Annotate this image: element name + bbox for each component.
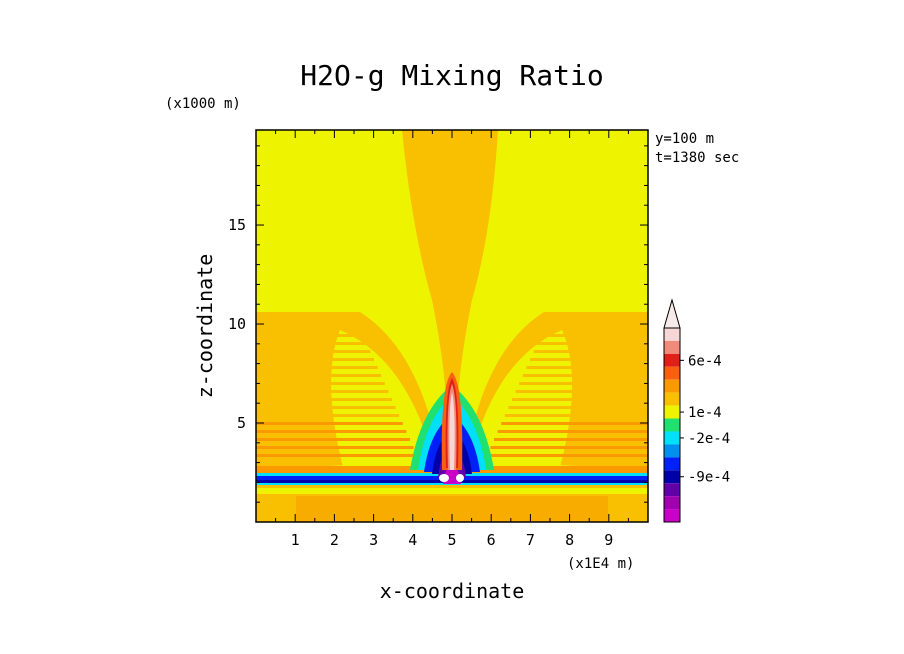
stripe-right bbox=[522, 374, 648, 377]
y-tick-label: 5 bbox=[237, 414, 246, 432]
chart-title: H2O-g Mixing Ratio bbox=[300, 59, 603, 92]
stripe-left bbox=[256, 374, 382, 377]
stripe-right bbox=[494, 438, 648, 441]
colorbar-level bbox=[664, 457, 680, 471]
colorbar-level bbox=[664, 509, 680, 522]
white-blob-right bbox=[456, 474, 464, 482]
stripe-right bbox=[490, 446, 648, 449]
stripe-left bbox=[256, 422, 403, 425]
colorbar-level bbox=[664, 328, 680, 341]
stripe-left bbox=[256, 454, 418, 457]
stripe-right bbox=[530, 358, 648, 361]
y-axis-ticks: 5 10 15 bbox=[228, 145, 648, 503]
colorbar-level bbox=[664, 379, 680, 393]
stripe-left bbox=[256, 350, 371, 353]
colorbar-level bbox=[664, 444, 680, 458]
y-tick-label: 10 bbox=[228, 315, 246, 333]
x-tick-label: 3 bbox=[369, 531, 378, 549]
colorbar-level bbox=[664, 392, 680, 406]
horizontal-stripes bbox=[256, 318, 648, 457]
x-tick-label: 2 bbox=[330, 531, 339, 549]
stripe-right bbox=[519, 382, 648, 385]
info-line-t: t=1380 sec bbox=[655, 150, 739, 166]
colorbar-extend-arrow bbox=[663, 298, 681, 329]
colorbar-label: 6e-4 bbox=[688, 353, 722, 369]
stripe-left bbox=[256, 382, 385, 385]
stripe-right bbox=[544, 326, 648, 329]
stripe-right bbox=[508, 406, 648, 409]
colorbar-level bbox=[664, 496, 680, 510]
stripe-left bbox=[256, 438, 410, 441]
info-line-y: y=100 m bbox=[655, 131, 714, 147]
colorbar-level bbox=[664, 418, 680, 432]
colorbar-level bbox=[664, 483, 680, 497]
stripe-right bbox=[540, 334, 648, 337]
x-tick-label: 5 bbox=[447, 531, 456, 549]
x-tick-label: 1 bbox=[291, 531, 300, 549]
x-axis-label: x-coordinate bbox=[380, 579, 525, 603]
x-tick-label: 9 bbox=[604, 531, 613, 549]
stripe-left bbox=[256, 446, 414, 449]
x-tick-label: 6 bbox=[487, 531, 496, 549]
stripe-left bbox=[256, 358, 374, 361]
colorbar-level bbox=[664, 470, 680, 484]
y-axis-label: z-coordinate bbox=[193, 254, 217, 399]
stripe-left bbox=[256, 342, 367, 345]
colorbar-level bbox=[664, 431, 680, 445]
stripe-left bbox=[256, 366, 378, 369]
colorbar-level bbox=[664, 366, 680, 380]
stripe-left bbox=[256, 398, 392, 401]
stripe-right bbox=[537, 342, 648, 345]
stripe-left bbox=[256, 318, 356, 321]
x-tick-label: 8 bbox=[565, 531, 574, 549]
stripe-left bbox=[256, 334, 364, 337]
stripe-right bbox=[486, 454, 648, 457]
stripe-right bbox=[512, 398, 648, 401]
stripe-right bbox=[548, 318, 648, 321]
colorbar-label: -2e-4 bbox=[688, 431, 730, 447]
y-unit-label: (x1000 m) bbox=[165, 96, 241, 112]
stripe-left bbox=[256, 326, 360, 329]
heatmap-field bbox=[256, 130, 648, 522]
colorbar-level bbox=[664, 340, 680, 354]
stripe-right bbox=[497, 430, 648, 433]
colorbar-level bbox=[664, 405, 680, 419]
stripe-right bbox=[515, 390, 648, 393]
stripe-right bbox=[533, 350, 648, 353]
colorbar-level bbox=[664, 353, 680, 367]
stripe-left bbox=[256, 430, 407, 433]
x-axis-ticks: 1 2 3 4 5 6 7 8 9 bbox=[275, 130, 629, 549]
x-unit-label: (x1E4 m) bbox=[567, 556, 634, 572]
stripe-left bbox=[256, 406, 396, 409]
upper-plume bbox=[402, 130, 498, 400]
stripe-left bbox=[256, 414, 400, 417]
white-blob-left bbox=[439, 474, 449, 482]
stripe-left bbox=[256, 390, 389, 393]
surface-strip bbox=[256, 488, 648, 494]
stripe-right bbox=[526, 366, 648, 369]
column-pink bbox=[449, 392, 455, 470]
y-tick-label: 15 bbox=[228, 216, 246, 234]
colorbar: 6e-4 1e-4 -2e-4 -9e-4 bbox=[663, 298, 730, 523]
stripe-right bbox=[504, 414, 648, 417]
stripe-right bbox=[501, 422, 648, 425]
colorbar-frame bbox=[663, 327, 681, 523]
x-tick-label: 7 bbox=[526, 531, 535, 549]
colorbar-label: -9e-4 bbox=[688, 470, 730, 486]
x-tick-label: 4 bbox=[408, 531, 417, 549]
colorbar-label: 1e-4 bbox=[688, 405, 722, 421]
